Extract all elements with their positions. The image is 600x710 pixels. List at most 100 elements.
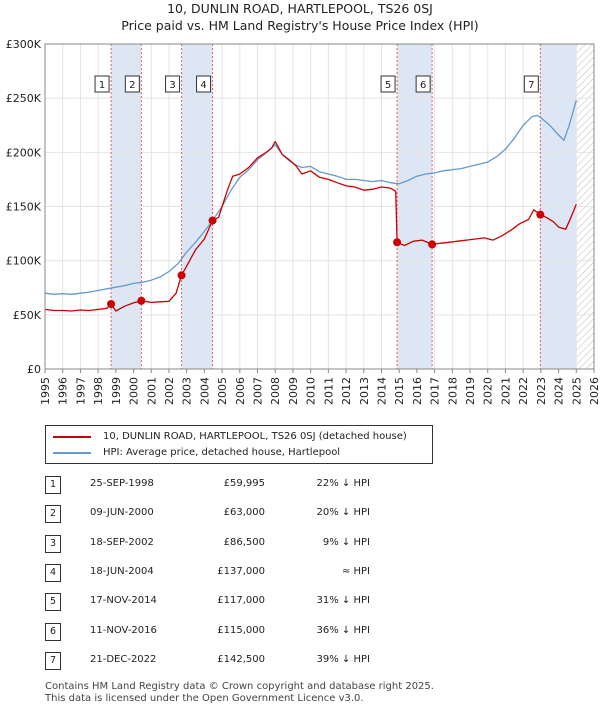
marker-label-3: 3	[169, 80, 175, 91]
x-tick-label-1998: 1998	[92, 377, 105, 405]
x-tick-label-2012: 2012	[340, 377, 353, 405]
x-tick-label-2024: 2024	[553, 377, 566, 405]
x-tick-label-2017: 2017	[429, 377, 442, 405]
transaction-price: £115,000	[217, 624, 265, 636]
marker-label-7: 7	[528, 80, 534, 91]
transaction-hpi-diff: 20% ↓ HPI	[316, 507, 370, 519]
x-tick-label-1995: 1995	[39, 377, 52, 405]
legend-swatch-hpi	[53, 452, 91, 454]
marker-label-5: 5	[385, 80, 391, 91]
sale-point-3	[177, 271, 186, 280]
transaction-hpi-diff: 39% ↓ HPI	[316, 653, 370, 665]
transaction-price: £142,500	[217, 653, 265, 665]
transaction-row: 7 21-DEC-2022 £142,500 39% ↓ HPI	[0, 651, 600, 672]
x-tick-label-2002: 2002	[163, 377, 176, 405]
transaction-number-badge: 3	[45, 534, 61, 553]
sale-point-7	[536, 210, 545, 219]
transaction-date: 25-SEP-1998	[90, 478, 154, 489]
transaction-row: 5 17-NOV-2014 £117,000 31% ↓ HPI	[0, 593, 600, 613]
y-tick-label-0: £0	[27, 363, 41, 376]
sale-point-1	[107, 300, 116, 309]
marker-box-4	[196, 75, 212, 93]
x-tick-label-2001: 2001	[145, 377, 158, 405]
transaction-number-badge: 7	[45, 651, 61, 670]
transaction-price: £86,500	[223, 536, 265, 548]
x-tick-label-2003: 2003	[181, 377, 194, 405]
transaction-row: 4 18-JUN-2004 £137,000 ≈ HPI	[0, 563, 600, 584]
transaction-row: 2 09-JUN-2000 £63,000 20% ↓ HPI	[0, 505, 600, 525]
y-tick-label-150000: £150K	[6, 201, 42, 214]
marker-box-3	[165, 75, 181, 93]
transaction-date: 21-DEC-2022	[90, 653, 157, 665]
y-tick-label-300000: £300K	[6, 38, 42, 51]
sale-point-6	[428, 240, 437, 249]
sale-point-5	[393, 238, 402, 247]
x-tick-label-2018: 2018	[446, 377, 459, 405]
y-tick-label-50000: £50K	[13, 309, 42, 322]
x-tick-label-2011: 2011	[322, 377, 335, 405]
x-tick-label-2004: 2004	[198, 377, 211, 405]
x-tick-label-2022: 2022	[517, 377, 530, 405]
transaction-row: 3 18-SEP-2002 £86,500 9% ↓ HPI	[0, 534, 600, 555]
transaction-number-badge: 6	[45, 622, 61, 641]
transaction-date: 17-NOV-2014	[90, 595, 157, 607]
plot-frame	[44, 43, 595, 370]
x-tick-label-2010: 2010	[305, 377, 318, 405]
transaction-hpi-diff: 36% ↓ HPI	[316, 624, 370, 636]
x-tick-label-2007: 2007	[252, 377, 265, 405]
sale-point-2	[137, 296, 146, 305]
marker-box-5	[380, 75, 396, 93]
x-tick-label-1997: 1997	[74, 377, 87, 405]
x-tick-label-2006: 2006	[234, 377, 247, 405]
transaction-date: 11-NOV-2016	[90, 624, 157, 636]
price-chart: 1 2 3 4 5 6 7 £0 £50K £100K £150K £200K £250K £300K 1…	[6, 38, 600, 405]
transaction-hpi-diff: 31% ↓ HPI	[316, 595, 370, 607]
transaction-hpi-diff: ≈ HPI	[341, 565, 370, 577]
x-tick-label-2019: 2019	[464, 377, 477, 405]
transaction-number-badge: 4	[45, 563, 61, 582]
x-tick-label-2025: 2025	[570, 377, 583, 405]
x-tick-label-2013: 2013	[358, 377, 371, 405]
transaction-price: £63,000	[223, 507, 265, 519]
x-tick-label-2021: 2021	[499, 377, 512, 405]
x-tick-label-2000: 2000	[128, 377, 141, 405]
x-tick-label-2023: 2023	[535, 377, 548, 405]
x-tick-label-2026: 2026	[588, 377, 600, 405]
footer-licence: This data is licensed under the Open Gov…	[45, 693, 364, 704]
legend: 10, DUNLIN ROAD, HARTLEPOOL, TS26 0SJ (d…	[45, 425, 433, 464]
x-tick-label-2016: 2016	[411, 377, 424, 405]
y-tick-label-100000: £100K	[6, 255, 42, 268]
sale-point-4	[208, 216, 217, 225]
hpi-line	[44, 100, 577, 295]
x-tick-label-2020: 2020	[482, 377, 495, 405]
chart-subtitle: Price paid vs. HM Land Registry's House …	[121, 18, 479, 33]
chart-title: 10, DUNLIN ROAD, HARTLEPOOL, TS26 0SJ	[167, 1, 433, 16]
transaction-price: £59,995	[223, 478, 265, 489]
transaction-number-badge: 2	[45, 505, 61, 524]
y-tick-label-250000: £250K	[6, 92, 42, 105]
x-tick-label-1999: 1999	[110, 377, 123, 405]
legend-label-property: 10, DUNLIN ROAD, HARTLEPOOL, TS26 0SJ (d…	[103, 431, 407, 442]
transaction-row: 1 25-SEP-1998 £59,995 22% ↓ HPI	[0, 476, 600, 496]
marker-label-2: 2	[129, 80, 135, 91]
x-tick-label-2014: 2014	[375, 377, 388, 405]
marker-label-6: 6	[420, 80, 426, 91]
transaction-date: 09-JUN-2000	[90, 507, 154, 519]
x-tick-label-2005: 2005	[216, 377, 229, 405]
transaction-date: 18-SEP-2002	[90, 536, 154, 548]
transaction-row: 6 11-NOV-2016 £115,000 36% ↓ HPI	[0, 622, 600, 643]
marker-box-6	[415, 75, 431, 93]
transaction-price: £117,000	[217, 595, 265, 607]
x-tick-label-2008: 2008	[269, 377, 282, 405]
transaction-hpi-diff: 9% ↓ HPI	[322, 536, 370, 548]
x-tick-label-2015: 2015	[393, 377, 406, 405]
x-tick-label-2009: 2009	[287, 377, 300, 405]
transaction-number-badge: 1	[45, 476, 61, 494]
transaction-date: 18-JUN-2004	[90, 565, 154, 577]
footer-copyright: Contains HM Land Registry data © Crown c…	[45, 681, 434, 692]
marker-box-1	[94, 75, 110, 93]
y-tick-label-200000: £200K	[6, 146, 42, 159]
transaction-price: £137,000	[217, 565, 265, 577]
legend-swatch-property	[53, 436, 91, 438]
marker-label-1: 1	[99, 80, 105, 91]
